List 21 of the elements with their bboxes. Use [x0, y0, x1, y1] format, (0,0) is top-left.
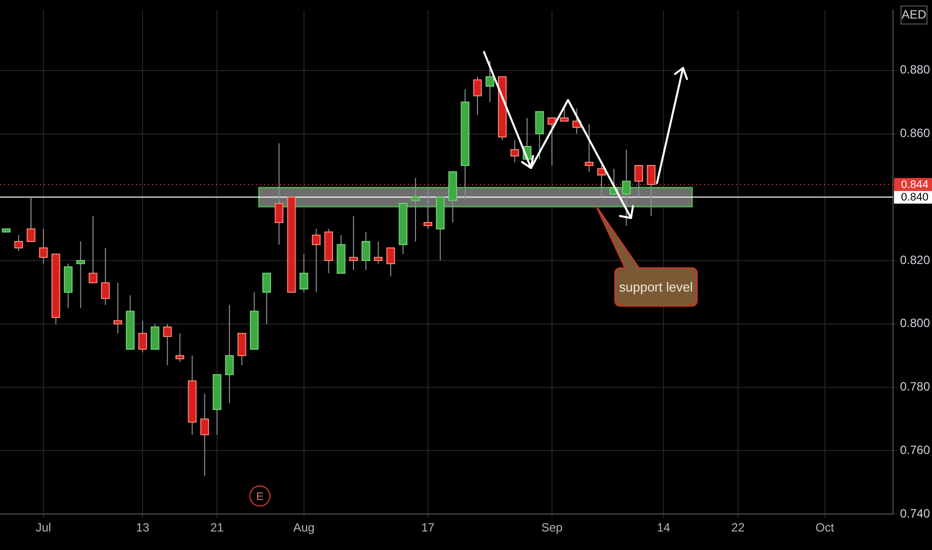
y-tick-label: 0.800 — [900, 316, 930, 330]
x-tick-label: 21 — [210, 520, 224, 535]
y-tick-label: 0.760 — [900, 442, 930, 457]
y-tick-label: 0.820 — [900, 252, 930, 267]
y-tick-label: 0.860 — [900, 126, 930, 140]
y-tick-label: 0.780 — [900, 380, 930, 394]
annotation: E — [256, 491, 264, 504]
x-tick-label: 17 — [421, 520, 435, 535]
annotation: support level — [619, 280, 693, 294]
x-tick-label: Jul — [36, 520, 52, 535]
y-axis-title: AED — [902, 7, 927, 22]
y-tick-label: 0.880 — [900, 62, 930, 77]
ref-line-label: 0.840 — [901, 192, 929, 204]
x-tick-label: Sep — [541, 520, 563, 535]
ref-line-label: 0.844 — [901, 179, 929, 191]
x-tick-label: 22 — [731, 520, 745, 535]
y-tick-label: 0.740 — [900, 506, 930, 520]
x-tick-label: Aug — [293, 520, 315, 535]
x-tick-label: Oct — [815, 520, 835, 535]
x-tick-label: 13 — [136, 520, 150, 535]
x-tick-label: 14 — [656, 520, 671, 535]
